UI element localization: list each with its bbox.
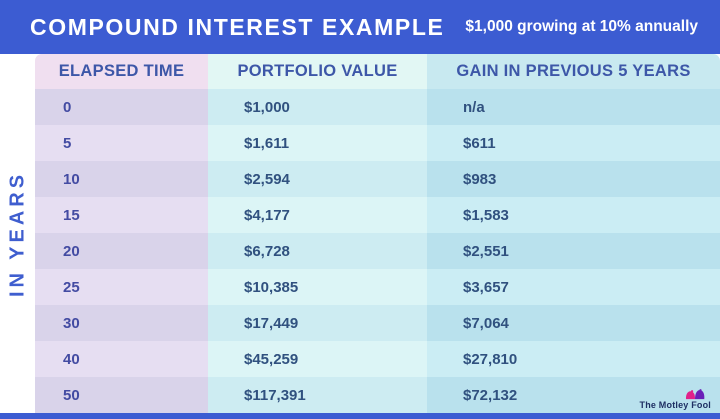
- gain-cell: $611: [427, 125, 720, 161]
- portfolio-value-cell: $17,449: [208, 305, 427, 341]
- jester-cap-icon: [685, 389, 705, 400]
- table-row: 25 $10,385 $3,657: [35, 269, 720, 305]
- title-bar: COMPOUND INTEREST EXAMPLE $1,000 growing…: [0, 0, 720, 54]
- gain-cell: $2,551: [427, 233, 720, 269]
- portfolio-value-cell: $1,611: [208, 125, 427, 161]
- gain-cell: n/a: [427, 89, 720, 125]
- table-body: 0 $1,000 n/a 5 $1,611 $611 10 $2,594 $983 15 $4,17…: [35, 89, 720, 413]
- row-axis-label: IN YEARS: [6, 170, 28, 297]
- portfolio-value-cell: $4,177: [208, 197, 427, 233]
- column-header-portfolio-value: PORTFOLIO VALUE: [208, 54, 427, 89]
- brand-logo: The Motley Fool: [640, 388, 712, 410]
- elapsed-time-cell: 20: [35, 233, 208, 269]
- elapsed-time-cell: 5: [35, 125, 208, 161]
- row-axis-label-area: IN YEARS: [0, 54, 35, 413]
- compound-interest-table: ELAPSED TIME PORTFOLIO VALUE GAIN IN PRE…: [35, 54, 720, 413]
- brand-name: The Motley Fool: [639, 400, 711, 410]
- table-header-row: ELAPSED TIME PORTFOLIO VALUE GAIN IN PRE…: [35, 54, 720, 89]
- elapsed-time-cell: 0: [35, 89, 208, 125]
- bottom-accent-strip: [0, 413, 720, 419]
- elapsed-time-cell: 10: [35, 161, 208, 197]
- elapsed-time-cell: 40: [35, 341, 208, 377]
- elapsed-time-cell: 15: [35, 197, 208, 233]
- gain-cell: $3,657: [427, 269, 720, 305]
- column-header-elapsed-time: ELAPSED TIME: [35, 54, 208, 89]
- portfolio-value-cell: $6,728: [208, 233, 427, 269]
- table-row: 0 $1,000 n/a: [35, 89, 720, 125]
- table-row: 40 $45,259 $27,810: [35, 341, 720, 377]
- elapsed-time-cell: 50: [35, 377, 208, 413]
- portfolio-value-cell: $10,385: [208, 269, 427, 305]
- page-title: COMPOUND INTEREST EXAMPLE: [30, 13, 445, 40]
- table-row: 50 $117,391 $72,132: [35, 377, 720, 413]
- gain-cell: $1,583: [427, 197, 720, 233]
- gain-cell: $983: [427, 161, 720, 197]
- gain-cell: $27,810: [427, 341, 720, 377]
- portfolio-value-cell: $117,391: [208, 377, 427, 413]
- page-subtitle: $1,000 growing at 10% annually: [465, 18, 698, 35]
- table-row: 15 $4,177 $1,583: [35, 197, 720, 233]
- table-row: 30 $17,449 $7,064: [35, 305, 720, 341]
- table-row: 10 $2,594 $983: [35, 161, 720, 197]
- table-row: 20 $6,728 $2,551: [35, 233, 720, 269]
- gain-cell: $72,132: [427, 377, 720, 413]
- table-row: 5 $1,611 $611: [35, 125, 720, 161]
- portfolio-value-cell: $45,259: [208, 341, 427, 377]
- elapsed-time-cell: 30: [35, 305, 208, 341]
- portfolio-value-cell: $1,000: [208, 89, 427, 125]
- portfolio-value-cell: $2,594: [208, 161, 427, 197]
- elapsed-time-cell: 25: [35, 269, 208, 305]
- column-header-gain: GAIN IN PREVIOUS 5 YEARS: [427, 54, 720, 89]
- gain-cell: $7,064: [427, 305, 720, 341]
